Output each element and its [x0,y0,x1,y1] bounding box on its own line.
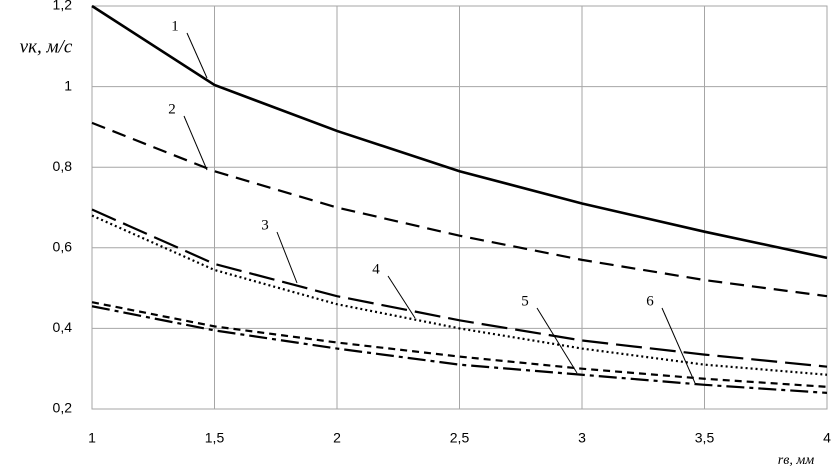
x-tick-label: 1,5 [205,430,225,446]
leader-line [536,307,578,374]
leader-line [186,32,208,79]
y-tick-label: 0,2 [53,400,73,416]
y-tick-label: 0,4 [53,319,73,335]
x-tick-label: 2,5 [450,430,470,446]
series-label: 4 [372,261,380,277]
leader-line [387,275,416,319]
y-tick-label: 1 [64,77,72,93]
x-axis-label: rв, мм [778,453,814,468]
y-tick-label: 1,2 [53,0,73,13]
x-tick-label: 3,5 [695,430,715,446]
series-line [91,208,828,368]
x-tick-label: 3 [578,430,586,446]
y-tick-label: 0,8 [53,158,73,174]
series-line [91,301,828,388]
y-tick-label: 0,6 [53,239,73,255]
x-tick-label: 2 [333,430,341,446]
series-line [91,121,828,298]
x-tick-label: 4 [823,430,831,446]
x-tick-label: 1 [88,430,96,446]
y-axis-label: vк, м/с [20,36,73,57]
leader-line [183,115,208,171]
series-label: 5 [521,293,529,309]
series-label: 6 [646,293,654,309]
series-line [91,305,828,394]
series-line [91,214,828,376]
series-label: 2 [168,101,176,117]
leader-line [276,231,298,284]
series-line [91,4,828,260]
series-label: 1 [171,18,179,34]
series-label: 3 [261,217,269,233]
leader-line [661,307,696,384]
plot-border [91,5,828,410]
